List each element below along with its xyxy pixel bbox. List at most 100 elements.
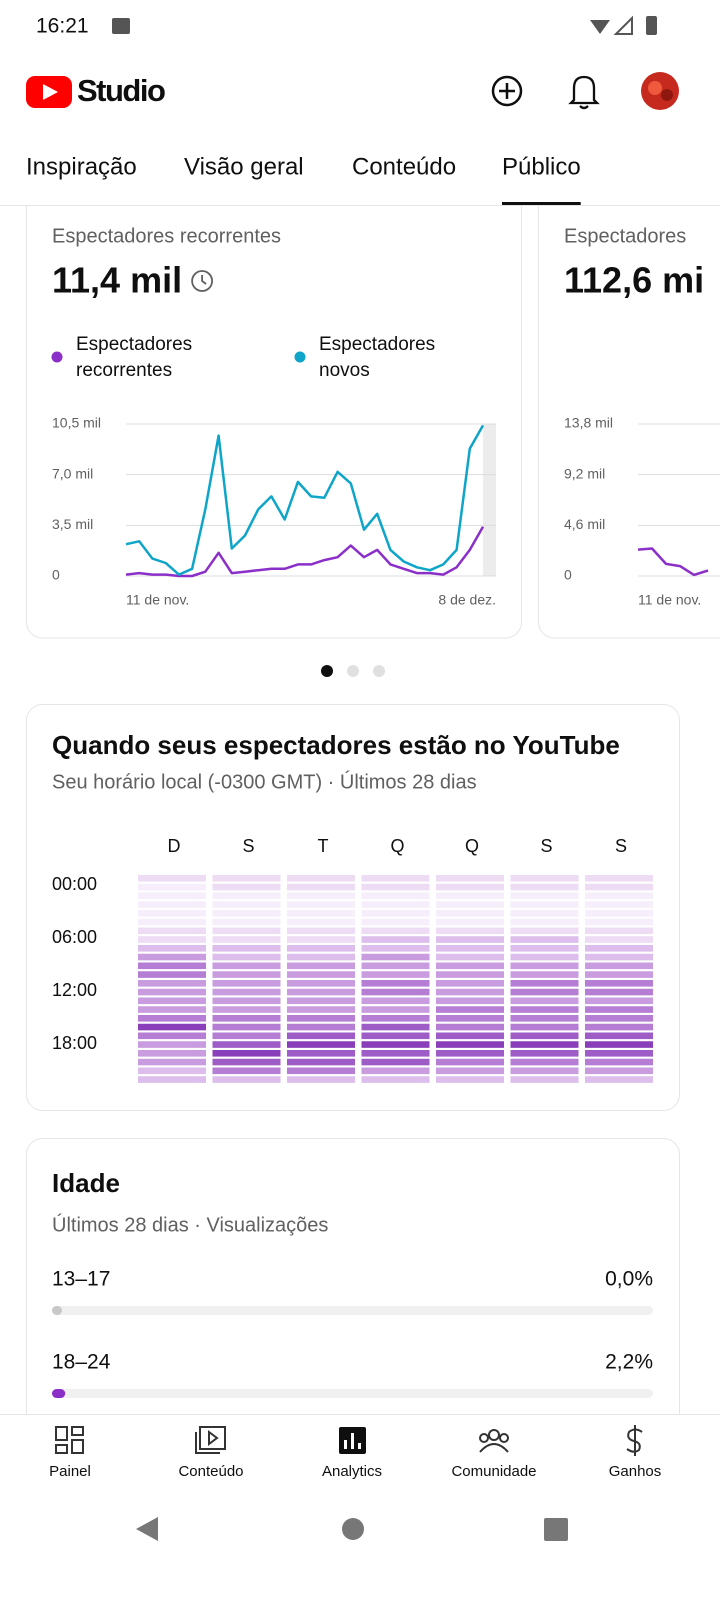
heatmap-cell xyxy=(287,901,355,908)
heatmap-cell xyxy=(585,1015,653,1022)
heatmap-cell xyxy=(138,1050,206,1057)
heatmap-cell xyxy=(212,997,281,1005)
heatmap-cell xyxy=(287,918,355,926)
nav-icon-analytics xyxy=(339,1427,366,1454)
hover-column xyxy=(483,424,496,576)
heatmap-cell xyxy=(287,945,355,952)
heatmap-cell xyxy=(510,883,579,891)
heatmap-cell xyxy=(138,945,206,952)
heatmap-cell xyxy=(287,988,355,996)
heatmap-cell xyxy=(510,901,579,908)
day-label: S xyxy=(615,836,627,856)
avatar[interactable] xyxy=(641,72,679,110)
heatmap-title: Quando seus espectadores estão no YouTub… xyxy=(52,730,620,760)
heatmap-cell xyxy=(510,1050,579,1057)
tab[interactable]: Público xyxy=(502,153,581,180)
series-line xyxy=(125,424,485,576)
heatmap-cell xyxy=(138,953,206,961)
heatmap-cell xyxy=(436,997,504,1005)
age-track xyxy=(52,1306,653,1315)
nav-label[interactable]: Ganhos xyxy=(609,1463,662,1480)
legend-label: Espectadores recorrentes xyxy=(76,334,192,381)
tab[interactable]: Inspiração xyxy=(26,153,137,180)
system-home[interactable] xyxy=(342,1518,364,1540)
heatmap-cell xyxy=(510,1015,579,1022)
heatmap-cell xyxy=(436,962,504,970)
y-tick-label: 13,8 mil xyxy=(564,415,613,431)
heatmap-cell xyxy=(361,1058,430,1066)
pager-dot[interactable] xyxy=(347,665,359,677)
age-label: 18–24 xyxy=(52,1351,111,1374)
metric-card[interactable] xyxy=(26,180,522,639)
heatmap-cell xyxy=(287,1076,355,1083)
heatmap-cell xyxy=(287,1006,355,1013)
heatmap-cell xyxy=(138,1067,206,1075)
heatmap-cell xyxy=(212,910,281,917)
heatmap-cell xyxy=(138,988,206,996)
heatmap-cell xyxy=(585,892,653,900)
y-tick-label: 9,2 mil xyxy=(564,465,605,481)
heatmap-cell xyxy=(436,1006,504,1013)
heatmap-cell xyxy=(287,997,355,1005)
metric-card[interactable] xyxy=(538,180,720,639)
day-label: S xyxy=(540,836,552,856)
nav-label[interactable]: Painel xyxy=(49,1463,91,1480)
tab[interactable]: Conteúdo xyxy=(352,153,456,180)
heatmap-subtitle: Seu horário local (-0300 GMT) · Últimos … xyxy=(52,770,477,793)
heatmap-cell xyxy=(510,1023,579,1031)
heatmap-cell xyxy=(510,918,579,926)
heatmap-cell xyxy=(138,1058,206,1066)
nav-icon-dashboard xyxy=(55,1426,84,1454)
heatmap-cell xyxy=(138,883,206,891)
heatmap-cell xyxy=(287,1050,355,1057)
heatmap-cell xyxy=(212,927,281,935)
heatmap-cell xyxy=(436,980,504,987)
heatmap-cell xyxy=(510,1067,579,1075)
heatmap-cell xyxy=(510,936,579,943)
legend-swatch xyxy=(51,351,63,363)
heatmap-cell xyxy=(212,980,281,987)
heatmap-cell xyxy=(212,1032,281,1040)
y-tick-label: 0 xyxy=(52,567,60,583)
heatmap-cell xyxy=(510,1041,579,1048)
pager-dot[interactable] xyxy=(373,665,385,677)
heatmap-cell xyxy=(138,901,206,908)
hour-label: 12:00 xyxy=(52,980,97,1000)
heatmap-cell xyxy=(138,997,206,1005)
heatmap-cell xyxy=(287,962,355,970)
nav-icon-earnings xyxy=(626,1425,643,1456)
heatmap-cell xyxy=(287,953,355,961)
hour-label: 18:00 xyxy=(52,1033,97,1053)
info-clock-icon xyxy=(191,270,214,292)
heatmap-cell xyxy=(510,953,579,961)
heatmap-cell xyxy=(510,988,579,996)
status-battery xyxy=(646,16,657,35)
create-button[interactable] xyxy=(491,75,523,107)
nav-label[interactable]: Analytics xyxy=(322,1463,382,1480)
heatmap-cell xyxy=(436,1023,504,1031)
pager-dot[interactable] xyxy=(321,665,333,677)
heatmap-cell xyxy=(287,936,355,943)
heatmap-cell xyxy=(436,936,504,943)
heatmap-cell xyxy=(287,980,355,987)
heatmap-cell xyxy=(436,971,504,978)
heatmap-cell xyxy=(212,1058,281,1066)
heatmap-cell xyxy=(212,945,281,952)
heatmap-cell xyxy=(287,971,355,978)
nav-icon-community xyxy=(479,1429,509,1453)
heatmap-cell xyxy=(287,883,355,891)
nav-label[interactable]: Conteúdo xyxy=(178,1463,243,1480)
nav-label[interactable]: Comunidade xyxy=(451,1463,536,1480)
heatmap-cell xyxy=(287,1041,355,1048)
system-recents[interactable] xyxy=(544,1518,568,1541)
heatmap-cell xyxy=(436,1058,504,1066)
heatmap-cell xyxy=(361,1050,430,1057)
app-name[interactable]: Studio xyxy=(77,73,166,108)
heatmap-cell xyxy=(138,1032,206,1040)
tab[interactable]: Visão geral xyxy=(184,153,304,180)
heatmap-cell xyxy=(510,1076,579,1083)
heatmap-cell xyxy=(510,927,579,935)
notifications-button[interactable] xyxy=(568,75,600,110)
x-tick-label: 11 de nov. xyxy=(126,592,189,608)
system-back[interactable] xyxy=(136,1517,158,1541)
